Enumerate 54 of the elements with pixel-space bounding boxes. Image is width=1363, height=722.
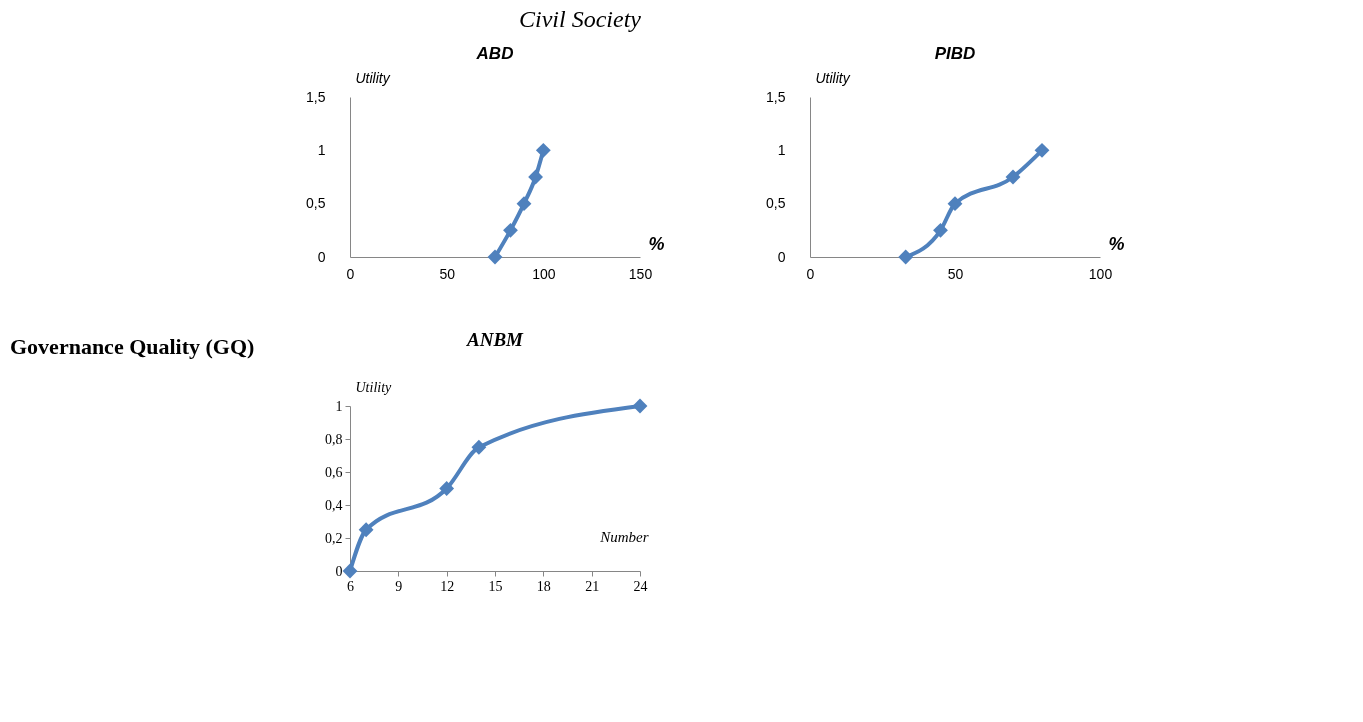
text: Governance Quality (GQ): [10, 334, 255, 359]
x-axis-title: %: [648, 233, 665, 254]
x-tick-label: 18: [536, 578, 551, 594]
y-axis-title: Utility: [355, 69, 391, 86]
point: [632, 398, 648, 414]
chart-title: PIBD: [934, 44, 976, 63]
point: [898, 249, 914, 265]
point: [439, 481, 455, 496]
y-tick-label: 0,5: [766, 195, 786, 212]
x-tick-label: 50: [947, 265, 964, 282]
y-tick-label: 0: [317, 248, 326, 265]
y-tick-label: 1: [317, 141, 326, 158]
x-tick-label: 100: [1088, 265, 1113, 282]
y-tick-label: 0,8: [325, 431, 343, 447]
point: [1034, 142, 1050, 158]
y-tick-label: 0,4: [325, 497, 343, 513]
x-tick-label: 9: [395, 578, 403, 594]
text: Civil Society: [519, 6, 642, 32]
y-axis-title: Utility: [815, 69, 851, 86]
y-tick-label: 0,2: [325, 530, 343, 546]
x-tick-label: 24: [633, 578, 648, 594]
x-tick-label: 50: [439, 265, 456, 282]
y-tick-label: 0: [335, 563, 343, 579]
point: [528, 169, 544, 185]
point: [933, 222, 948, 238]
y-tick-label: 1,5: [766, 88, 786, 105]
x-tick-label: 21: [585, 578, 600, 594]
y-tick-label: 0,5: [306, 195, 326, 212]
y-tick-label: 1: [777, 141, 786, 158]
point: [503, 222, 518, 238]
x-tick-label: 12: [440, 578, 455, 594]
chart-title: ABD: [475, 44, 514, 63]
x-tick-label: 150: [628, 265, 653, 282]
point: [487, 249, 503, 265]
x-tick-label: 0: [346, 265, 355, 282]
x-axis-title: Number: [599, 528, 649, 545]
point: [516, 196, 532, 212]
point: [1005, 169, 1021, 185]
y-tick-label: 0: [777, 248, 786, 265]
x-tick-label: 15: [488, 578, 503, 594]
y-axis-title: Utility: [355, 379, 393, 395]
point: [342, 563, 358, 579]
y-tick-label: 1,5: [306, 88, 326, 105]
y-tick-label: 0,6: [325, 464, 343, 480]
x-tick-label: 100: [532, 265, 556, 282]
x-tick-label: 6: [347, 578, 354, 594]
x-axis-title: %: [1108, 233, 1125, 254]
chart-title: ANBM: [466, 329, 525, 350]
point: [535, 142, 551, 158]
point: [471, 439, 487, 455]
point: [358, 522, 374, 538]
x-tick-label: 0: [806, 265, 815, 282]
y-tick-label: 1: [335, 398, 343, 414]
point: [947, 196, 963, 212]
